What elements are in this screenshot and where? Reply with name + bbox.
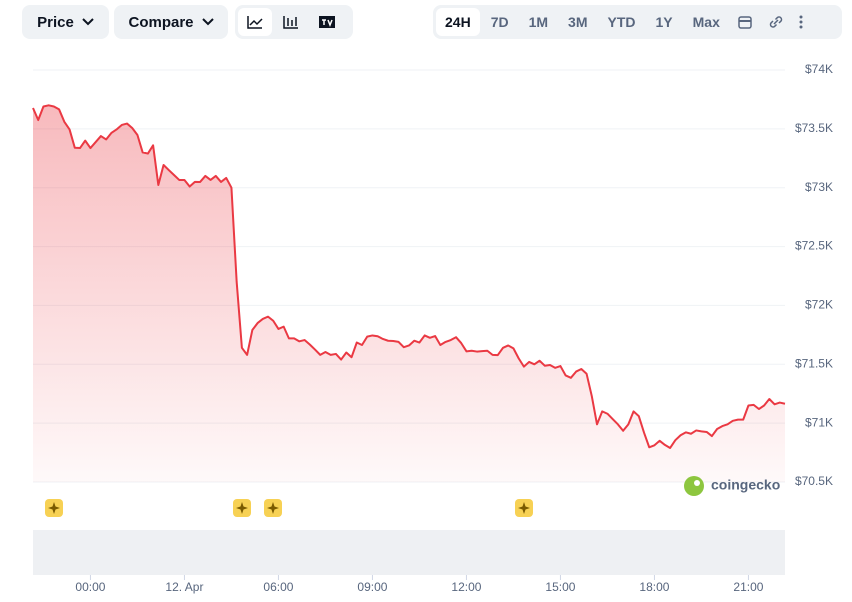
y-tick-label: $71.5K bbox=[795, 356, 833, 370]
area-fill bbox=[33, 105, 785, 482]
x-tick-label: 00:00 bbox=[75, 580, 105, 594]
x-tick-label: 12:00 bbox=[451, 580, 481, 594]
y-tick-label: $72K bbox=[805, 298, 833, 312]
watermark: coingecko bbox=[684, 476, 780, 496]
tradingview-button[interactable] bbox=[310, 8, 344, 36]
price-label: Price bbox=[37, 13, 74, 31]
y-tick-label: $73.5K bbox=[795, 121, 833, 135]
range-button[interactable]: Max bbox=[692, 14, 720, 30]
range-button[interactable]: 1Y bbox=[655, 14, 673, 30]
x-tick-label: 12. Apr bbox=[165, 580, 203, 594]
range-group: 24H 7D 1M 3M YTD 1Y Max bbox=[433, 5, 842, 39]
candle-chart-button[interactable] bbox=[274, 8, 308, 36]
chart-type-group bbox=[235, 5, 353, 39]
compare-label: Compare bbox=[128, 13, 194, 31]
price-button[interactable]: Price bbox=[22, 5, 109, 39]
calendar-button[interactable] bbox=[731, 8, 759, 36]
more-button[interactable] bbox=[793, 8, 809, 36]
y-tick-label: $70.5K bbox=[795, 474, 833, 488]
candle-icon bbox=[283, 16, 298, 29]
range-button[interactable]: 24H bbox=[436, 8, 480, 36]
range-button[interactable]: YTD bbox=[607, 14, 636, 30]
chevron bbox=[201, 18, 214, 26]
y-tick-label: $74K bbox=[805, 62, 833, 76]
x-tick-label: 21:00 bbox=[733, 580, 763, 594]
line-chart-button[interactable] bbox=[238, 8, 272, 36]
calendar-icon bbox=[738, 16, 752, 29]
range-button[interactable]: 1M bbox=[528, 14, 549, 30]
range-button[interactable]: 7D bbox=[490, 14, 509, 30]
compare-button[interactable]: Compare bbox=[114, 5, 228, 39]
x-tick-label: 15:00 bbox=[545, 580, 575, 594]
event-marker[interactable] bbox=[264, 499, 282, 517]
y-tick-label: $71K bbox=[805, 415, 833, 429]
x-tick-label: 06:00 bbox=[263, 580, 293, 594]
x-tick-label: 18:00 bbox=[639, 580, 669, 594]
tv-icon bbox=[319, 16, 335, 28]
link-icon bbox=[769, 16, 783, 28]
link-button[interactable] bbox=[761, 8, 791, 36]
line-icon bbox=[247, 16, 263, 29]
y-tick-label: $72.5K bbox=[795, 239, 833, 253]
event-marker[interactable] bbox=[233, 499, 251, 517]
more-icon bbox=[799, 15, 803, 29]
chevron bbox=[82, 18, 94, 26]
range-buttons: 24H 7D 1M 3M YTD 1Y Max bbox=[436, 8, 729, 36]
y-tick-label: $73K bbox=[805, 180, 833, 194]
range-button[interactable]: 3M bbox=[568, 14, 588, 30]
event-marker[interactable] bbox=[45, 499, 63, 517]
watermark-text: coingecko bbox=[711, 477, 780, 493]
event-markers bbox=[45, 499, 533, 517]
price-line bbox=[32, 104, 786, 449]
volume-band bbox=[33, 530, 785, 575]
x-tick-label: 09:00 bbox=[357, 580, 387, 594]
event-marker[interactable] bbox=[515, 499, 533, 517]
plot bbox=[32, 104, 786, 482]
